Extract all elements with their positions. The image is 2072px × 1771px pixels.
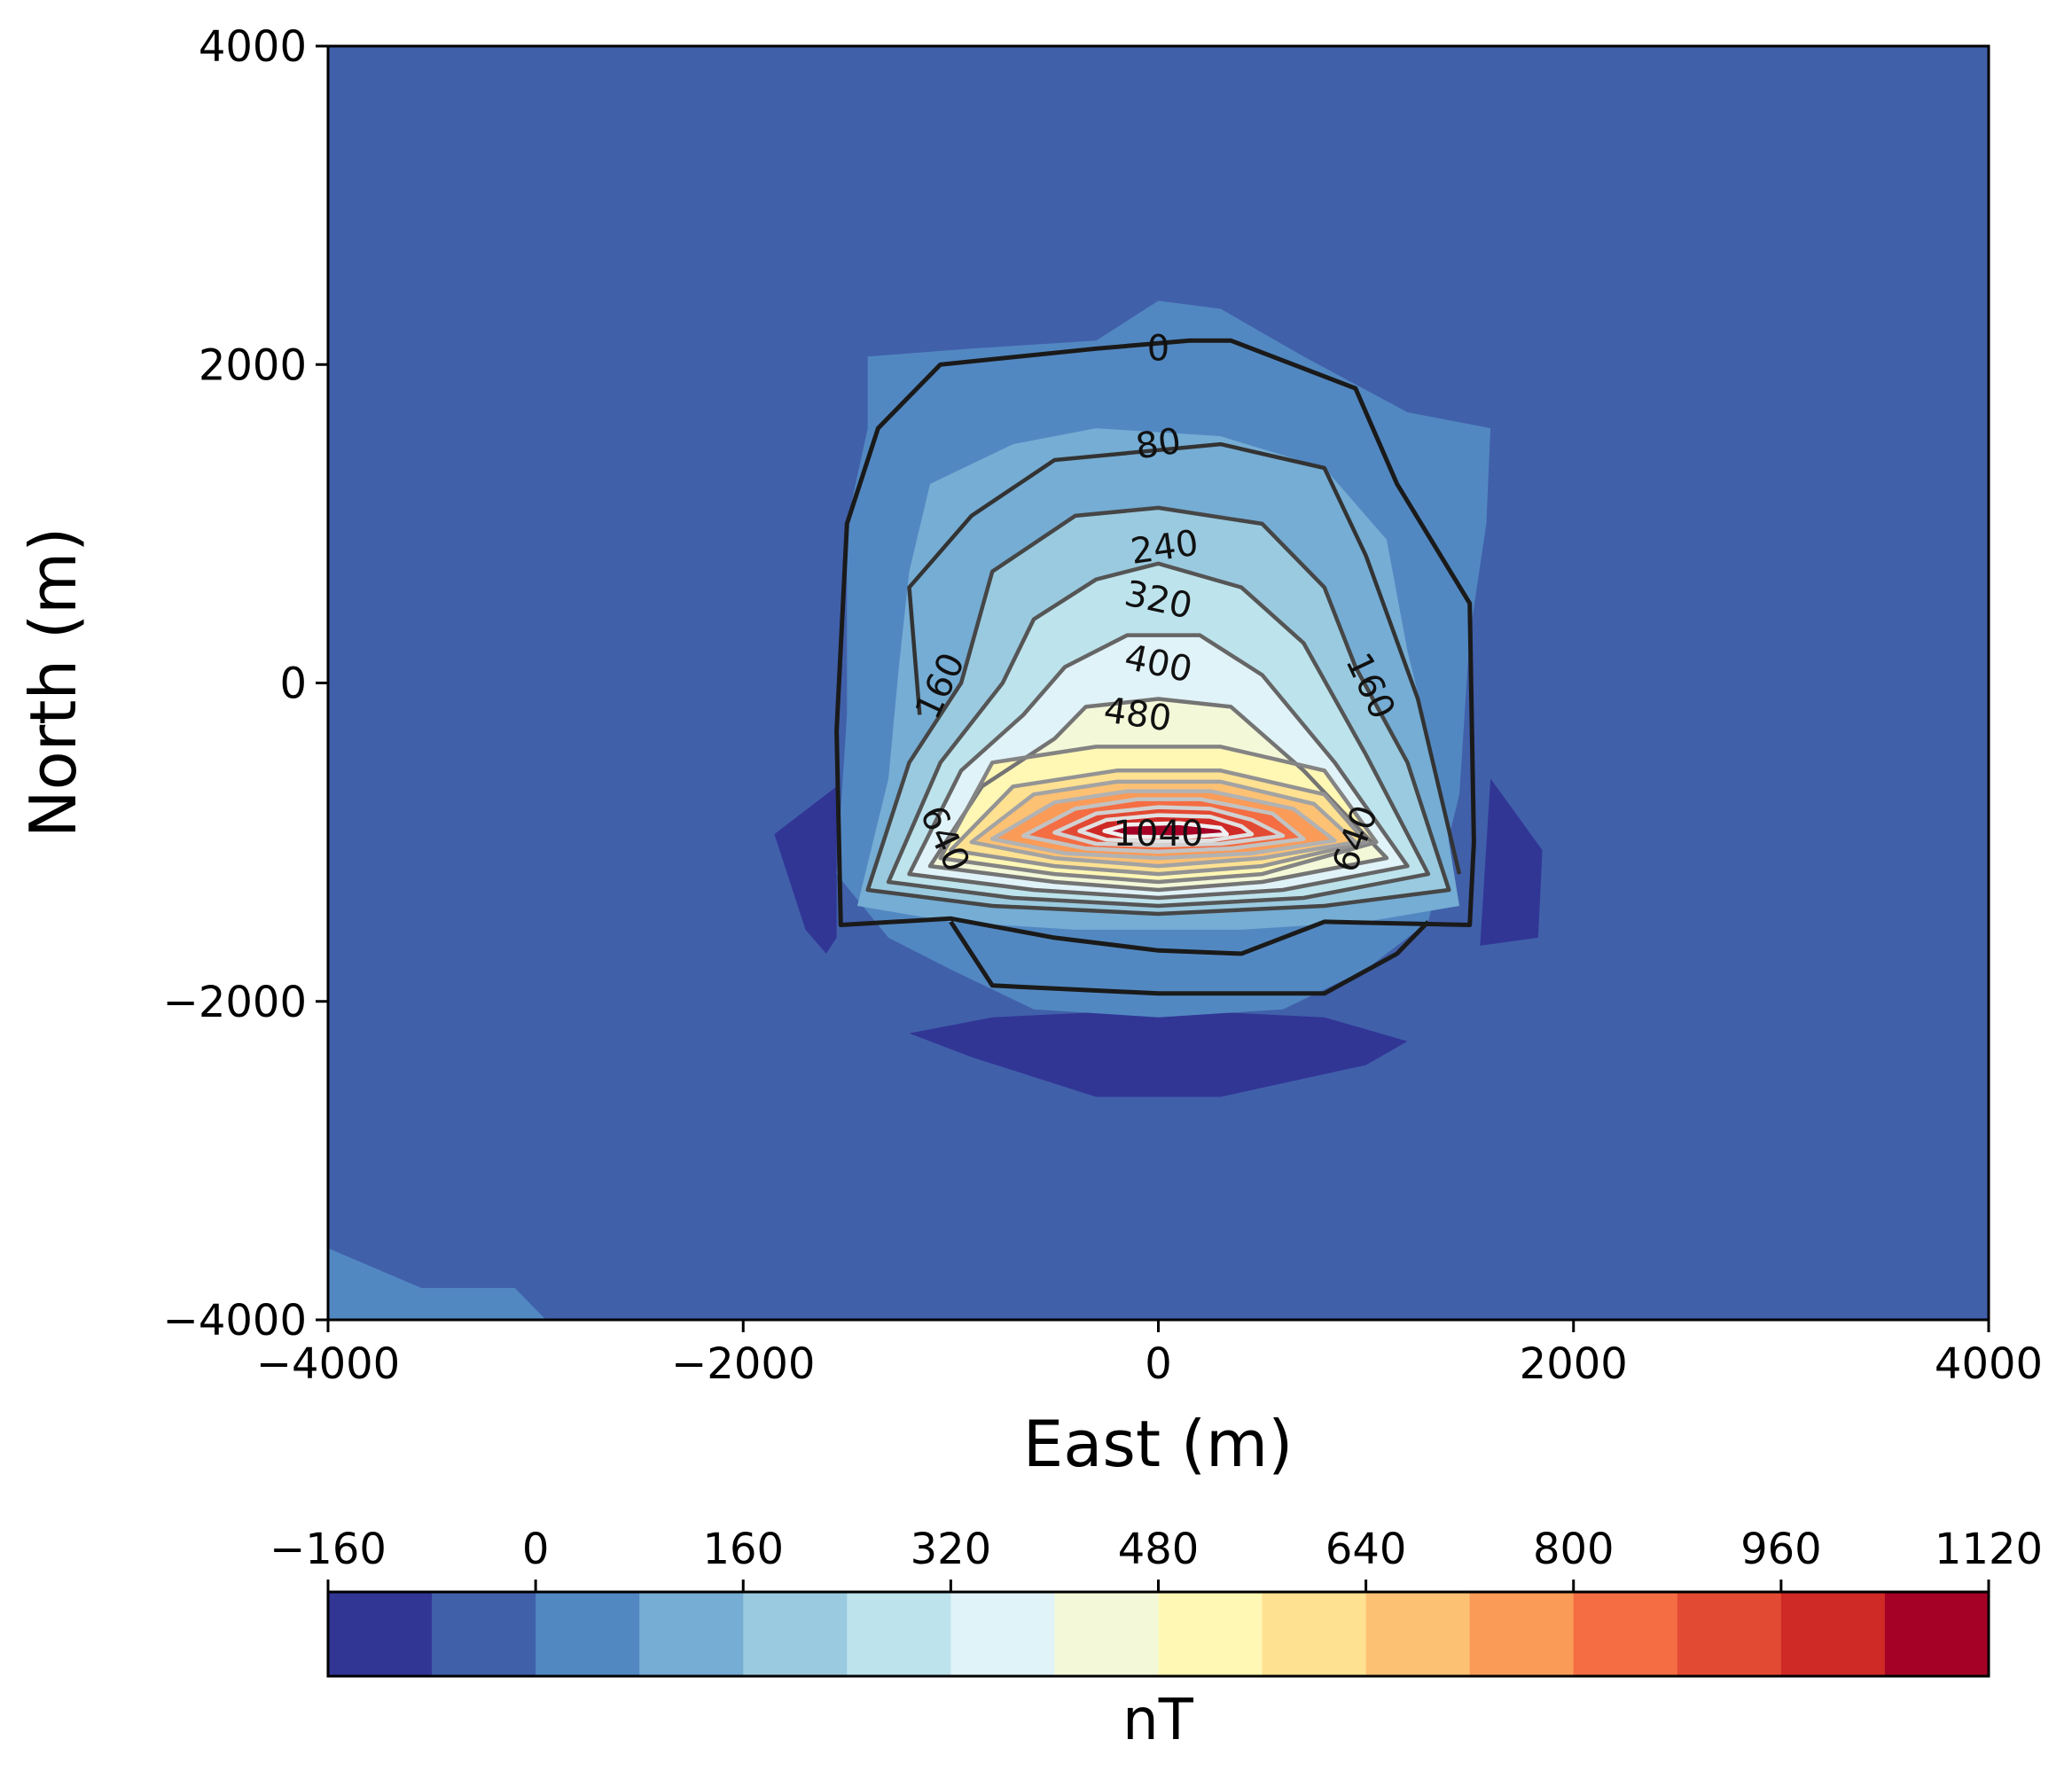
y-tick-label: 2000 [199,340,307,390]
x-tick-label: −2000 [671,1339,815,1389]
x-axis: −4000 −2000 0 2000 4000 [256,1320,2043,1389]
y-tick-label: 0 [279,659,307,709]
fill-negative-east [1480,778,1543,946]
x-tick-label: 2000 [1520,1339,1628,1389]
colorbar-swatch [950,1592,1056,1676]
x-tick-label: 0 [1145,1339,1172,1389]
colorbar-swatch [1262,1592,1367,1676]
contour-line-800 [1021,797,1306,854]
contour-label-10: 1040 [1114,814,1204,854]
colorbar-swatch [639,1592,744,1676]
x-tick-label: −4000 [256,1339,400,1389]
fill-negative-south [909,1009,1408,1097]
contour-line-160 [865,505,1451,917]
colorbar-swatch [1677,1592,1782,1676]
contour-line-880 [1052,805,1286,847]
y-axis: −4000 −2000 0 2000 4000 [163,22,328,1346]
colorbar-swatch [1158,1592,1263,1676]
y-tick-label: −4000 [163,1296,307,1346]
colorbar-tick-label: 160 [702,1525,784,1574]
colorbar-label: nT [1122,1688,1194,1753]
colorbar-tick-label: 320 [911,1525,992,1574]
contour-label-1: 80 [1133,421,1184,468]
colorbar: −160 0 160 320 480 640 800 960 1120 [270,1525,2043,1678]
colorbar-tick-label: −160 [270,1525,387,1574]
contour-line-outer-2 [907,441,1462,875]
contour-line-640 [969,779,1358,869]
contour-line-960 [1077,813,1255,844]
contour-label-0: 0 [1147,328,1169,369]
colorbar-tick-label: 640 [1325,1525,1407,1574]
contour-lines [834,338,1476,996]
colorbar-swatch [1780,1592,1886,1676]
colorbar-tick-label: 960 [1740,1525,1822,1574]
contour-line-720 [989,789,1337,861]
contour-line-560 [949,768,1368,877]
colorbar-swatch [847,1592,951,1676]
colorbar-tick-label: 0 [522,1525,550,1574]
colorbar-swatch [1365,1592,1471,1676]
x-tick-label: 4000 [1935,1339,2043,1389]
colorbar-swatch [432,1592,536,1676]
contour-line-1040 [1102,821,1230,839]
contour-label-5: 480 [1101,690,1174,739]
colorbar-tick-label: 800 [1533,1525,1615,1574]
colorbar-swatch [1573,1592,1678,1676]
contour-line-outer-0 [834,338,1476,956]
contour-line-480 [938,745,1379,885]
colorbar-tick-label: 1120 [1935,1525,2043,1574]
colorbar-tick-label: 480 [1118,1525,1200,1574]
colorbar-swatch [536,1592,640,1676]
colorbar-swatch [743,1592,848,1676]
fill-negative-west [774,786,837,954]
x-axis-label: East (m) [1023,1407,1294,1481]
contour-line-400 [927,697,1389,893]
fill-corner-patch [328,1248,546,1320]
y-tick-label: −2000 [163,978,307,1027]
contour-line-240 [886,561,1431,909]
colorbar-swatch [1054,1592,1160,1676]
contour-line-outer-1 [949,920,1430,996]
colorbar-swatch [328,1592,433,1676]
colorbar-swatch [1469,1592,1575,1676]
contour-line-320 [907,633,1410,901]
y-axis-label: North (m) [16,527,90,839]
y-tick-label: 4000 [199,22,307,72]
colorbar-swatch [1884,1592,1990,1676]
contour-label-2: 240 [1129,523,1201,573]
